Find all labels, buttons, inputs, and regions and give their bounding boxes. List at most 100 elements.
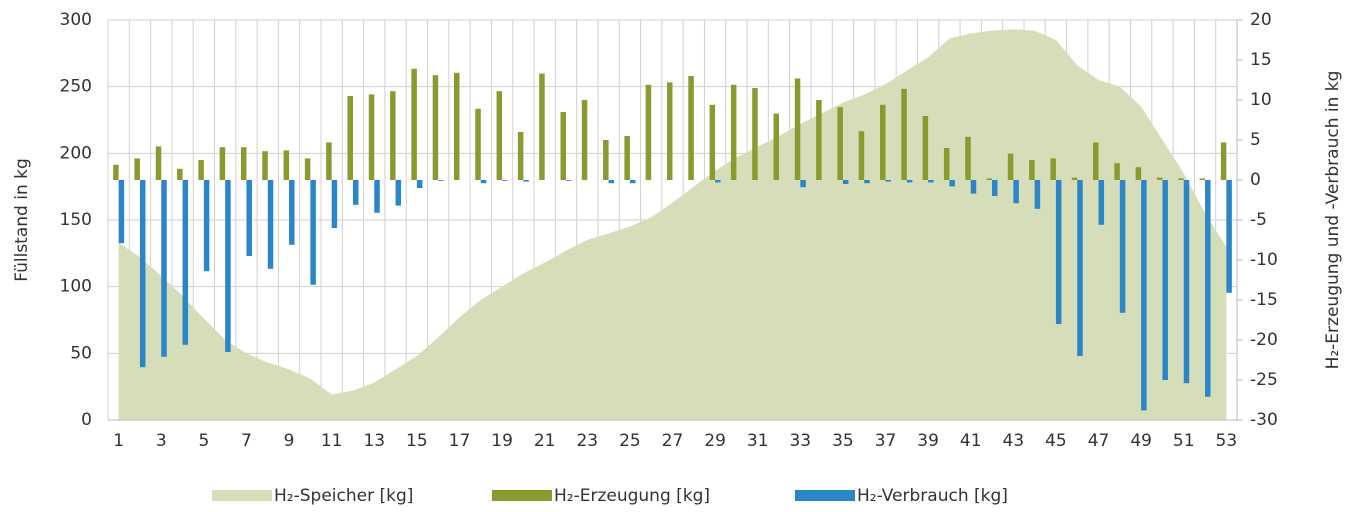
bar [347,96,353,180]
bar [267,180,274,269]
bar [1199,178,1206,180]
bar [240,147,247,180]
x-tick-label: 49 [1130,431,1152,451]
x-tick-label: 15 [406,431,428,451]
bar [182,180,189,345]
legend-label: H₂-Verbrauch [kg] [857,486,1008,506]
bar [198,160,204,180]
bar [1034,180,1041,209]
x-tick-label: 31 [747,431,769,451]
y-tick-label: 300 [60,10,92,30]
bar [155,146,162,180]
bar [304,158,311,180]
bar [1077,180,1083,356]
area [118,29,1227,420]
bar [139,180,146,368]
bar [1156,177,1163,180]
bar [118,180,125,244]
bar [1141,180,1147,411]
y-tick-label: 200 [60,143,92,163]
bar [1071,177,1078,180]
bar [161,180,167,357]
bar [1050,158,1056,180]
legend-swatch [212,490,272,501]
x-tick-label: 35 [832,431,854,451]
x-tick-label: 7 [241,431,252,451]
bar [965,136,971,180]
bar [773,113,780,180]
y2-axis-label: H₂-Erzeugung und -Verbrauch in kg [1323,71,1343,370]
y-tick-label: 50 [70,343,92,363]
bar [885,180,892,182]
bar [416,180,423,188]
bar [816,100,822,180]
x-tick-label: 29 [704,431,726,451]
bar [581,100,588,180]
x-tick-label: 5 [198,431,209,451]
y-tick-label: 150 [60,210,92,230]
bar [624,136,630,180]
x-tick-label: 3 [156,431,167,451]
x-tick-label: 1 [113,431,124,451]
bar [289,180,295,245]
bar [1093,142,1099,180]
bar [283,150,290,180]
x-tick-label: 51 [1173,431,1195,451]
bar [800,180,806,188]
bar [928,180,934,183]
bar [970,180,977,194]
bar [219,147,226,180]
bar [986,178,993,180]
bar [539,73,545,180]
x-tick-label: 27 [662,431,684,451]
bar [246,180,252,256]
x-tick-label: 11 [321,431,343,451]
bar [390,91,396,180]
y2-tick-label: -10 [1250,250,1278,270]
x-tick-label: 39 [917,431,939,451]
bar [177,168,183,180]
bar [901,88,907,180]
bar [331,180,338,228]
x-tick-label: 33 [789,431,811,451]
y-axis-label: Füllstand in kg [12,158,32,282]
y2-tick-label: 15 [1250,50,1272,70]
bar [517,132,524,180]
bar [667,82,673,180]
bar [113,164,119,180]
x-tick-label: 13 [363,431,385,451]
bar [943,148,950,180]
y2-tick-label: -25 [1250,370,1278,390]
y-tick-label: 250 [60,77,92,97]
bar [1098,180,1105,225]
y2-tick-label: 0 [1250,170,1261,190]
bar [1119,180,1126,313]
bar [496,91,503,180]
y2-tick-label: -30 [1250,410,1278,430]
x-tick-label: 41 [960,431,982,451]
bar [1162,180,1168,380]
bar [688,76,694,180]
y2-tick-label: -20 [1250,330,1278,350]
legend-swatch [492,490,552,501]
y2-tick-label: 10 [1250,90,1272,110]
bar [523,180,529,182]
bar [203,180,210,272]
y-tick-label: 100 [60,277,92,297]
y2-tick-label: -5 [1250,210,1267,230]
bar [603,140,609,180]
bar [709,104,716,180]
y2-tick-label: 20 [1250,10,1272,30]
legend-swatch [795,490,855,501]
bar [1114,163,1120,180]
bar [262,151,268,180]
legend-label: H₂-Erzeugung [kg] [554,486,710,506]
bar [565,180,572,181]
bar [730,84,737,180]
x-tick-label: 47 [1088,431,1110,451]
bar [842,180,849,184]
x-tick-label: 19 [491,431,513,451]
bar [837,107,843,180]
bar [608,180,615,184]
x-tick-label: 37 [875,431,897,451]
